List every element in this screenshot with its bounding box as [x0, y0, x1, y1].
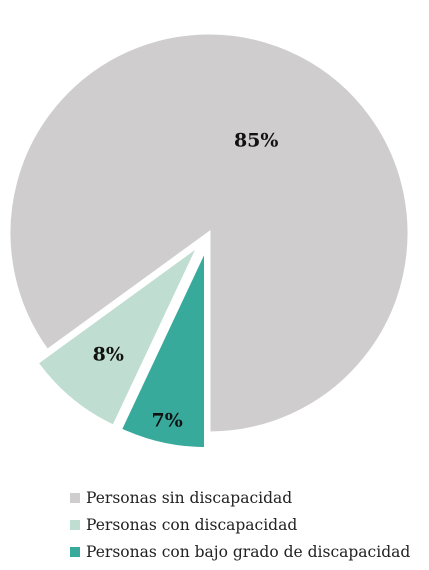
legend-swatch-1	[70, 492, 80, 503]
legend-item-1: Personas sin discapacidad	[70, 484, 410, 511]
pie-chart: 85% 8% 7%	[7, 31, 411, 450]
legend-label-3: Personas con bajo grado de discapacidad	[86, 542, 411, 561]
pie-slice-2	[34, 244, 201, 429]
slice-labels: 85% 8% 7%	[93, 129, 279, 431]
legend-label-2: Personas con discapacidad	[86, 515, 298, 534]
chart-legend: Personas sin discapacidad Personas con di…	[70, 484, 410, 565]
legend-swatch-3	[70, 546, 80, 557]
slice-label-1: 85%	[234, 129, 279, 151]
legend-label-1: Personas sin discapacidad	[86, 488, 293, 507]
legend-item-2: Personas con discapacidad	[70, 511, 410, 538]
pie-slice-1	[7, 31, 411, 435]
legend-swatch-2	[70, 519, 80, 530]
pie-slice-3	[118, 247, 208, 450]
slice-label-3: 7%	[151, 409, 182, 431]
slice-label-2: 8%	[93, 344, 124, 366]
legend-item-3: Personas con bajo grado de discapacidad	[70, 538, 410, 565]
pie-slices	[7, 31, 411, 450]
